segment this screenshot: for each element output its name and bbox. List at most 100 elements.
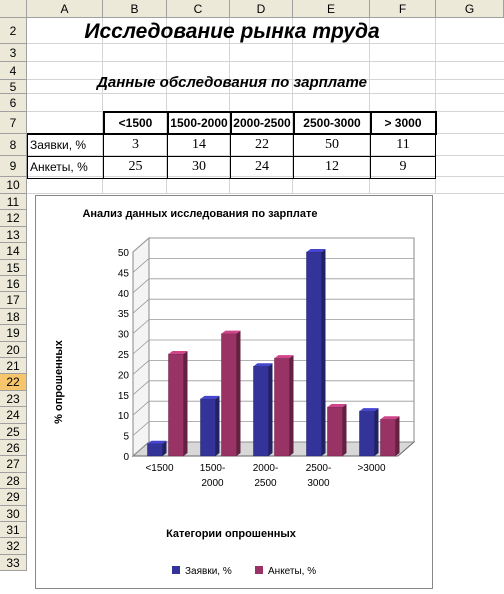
bar-top xyxy=(200,395,220,399)
row-header[interactable]: 30 xyxy=(0,505,27,522)
bar-top xyxy=(359,408,379,412)
x-tick-label: 1500- xyxy=(200,463,226,474)
row-header[interactable]: 25 xyxy=(0,423,27,440)
row-header[interactable]: 15 xyxy=(0,259,27,276)
bar-side xyxy=(321,249,326,456)
row-header[interactable]: 8 xyxy=(0,134,27,156)
value-cell[interactable]: 14 xyxy=(167,133,231,157)
row-header[interactable]: 17 xyxy=(0,292,27,309)
row-header[interactable]: 4 xyxy=(0,62,27,80)
value-cell[interactable]: 9 xyxy=(370,155,436,179)
gridline xyxy=(132,298,414,314)
header-cell[interactable]: <1500 xyxy=(102,111,169,135)
gridline xyxy=(132,319,414,334)
row-header[interactable]: 7 xyxy=(0,112,27,134)
value-cell[interactable]: 3 xyxy=(103,133,168,157)
column-header[interactable]: D xyxy=(230,0,293,18)
row-label[interactable]: Заявки, % xyxy=(27,133,104,157)
row-header[interactable]: 22 xyxy=(0,374,27,391)
bar-side xyxy=(183,351,188,456)
bar-side xyxy=(236,330,241,456)
embedded-chart[interactable]: Анализ данных исследования по зарплате %… xyxy=(35,195,433,589)
x-tick-label: 2500- xyxy=(306,463,332,474)
row-header[interactable]: 32 xyxy=(0,538,27,555)
gridline xyxy=(132,400,414,416)
bar-top xyxy=(327,404,347,408)
row-header[interactable]: 10 xyxy=(0,177,27,194)
y-tick-label: 0 xyxy=(123,452,129,463)
row-header[interactable]: 31 xyxy=(0,522,27,539)
row-header[interactable]: 23 xyxy=(0,390,27,408)
gridline xyxy=(132,278,414,294)
x-tick-label: 3000 xyxy=(307,478,330,489)
header-cell[interactable]: 1500-2000 xyxy=(166,111,232,135)
row-header[interactable]: 2 xyxy=(0,18,27,44)
row-header[interactable]: 14 xyxy=(0,243,27,260)
value-cell[interactable]: 30 xyxy=(167,155,231,179)
grid-line xyxy=(166,18,167,194)
row-header[interactable]: 16 xyxy=(0,276,27,293)
column-header[interactable]: G xyxy=(436,0,504,18)
row-header[interactable]: 13 xyxy=(0,226,27,244)
y-tick-label: 50 xyxy=(118,248,130,259)
grid-line xyxy=(27,61,504,62)
legend-swatch xyxy=(255,566,263,574)
grid-line xyxy=(27,93,504,94)
select-all-corner[interactable] xyxy=(0,0,27,18)
bar xyxy=(253,365,269,457)
chart-title: Анализ данных исследования по зарплате xyxy=(82,208,317,220)
header-cell[interactable]: 2000-2500 xyxy=(229,111,295,135)
header-cell[interactable]: 2500-3000 xyxy=(292,111,372,135)
header-cell[interactable]: > 3000 xyxy=(369,111,437,135)
row-header[interactable]: 18 xyxy=(0,308,27,326)
table-row: Заявки, % 3 14 22 50 11 xyxy=(27,133,436,157)
bar xyxy=(327,406,343,457)
grid-line xyxy=(229,18,230,194)
bar-side xyxy=(215,395,220,456)
gridline xyxy=(132,258,414,273)
row-header[interactable]: 11 xyxy=(0,194,27,211)
bar-side xyxy=(395,416,400,456)
row-header[interactable]: 29 xyxy=(0,489,27,506)
row-header[interactable]: 33 xyxy=(0,554,27,572)
value-cell[interactable]: 24 xyxy=(230,155,294,179)
table-corner-cell[interactable] xyxy=(27,112,104,135)
y-tick-label: 5 xyxy=(123,432,129,443)
value-cell[interactable]: 22 xyxy=(230,133,294,157)
row-header[interactable]: 24 xyxy=(0,407,27,424)
value-cell[interactable]: 25 xyxy=(103,155,168,179)
table-row: Анкеты, % 25 30 24 12 9 xyxy=(27,155,436,179)
row-header[interactable]: 12 xyxy=(0,210,27,227)
bar xyxy=(380,419,396,457)
legend-label: Анкеты, % xyxy=(268,566,316,577)
grid-line xyxy=(369,18,370,194)
column-header[interactable]: C xyxy=(167,0,230,18)
grid-line xyxy=(292,18,293,194)
row-header[interactable]: 9 xyxy=(0,156,27,177)
row-header[interactable]: 6 xyxy=(0,94,27,112)
bar xyxy=(221,333,237,457)
row-header[interactable]: 20 xyxy=(0,341,27,358)
column-header[interactable]: B xyxy=(103,0,167,18)
value-cell[interactable]: 12 xyxy=(293,155,371,179)
column-header[interactable]: E xyxy=(293,0,370,18)
bar-top xyxy=(221,330,241,334)
column-header[interactable]: F xyxy=(370,0,436,18)
value-cell[interactable]: 50 xyxy=(293,133,371,157)
row-header[interactable]: 28 xyxy=(0,472,27,490)
row-header[interactable]: 3 xyxy=(0,44,27,62)
y-tick-label: 45 xyxy=(118,268,130,279)
value-cell[interactable]: 11 xyxy=(370,133,436,157)
row-header[interactable]: 5 xyxy=(0,80,27,94)
chart-canvas: Анализ данных исследования по зарплате %… xyxy=(53,208,416,577)
gridline xyxy=(132,421,414,436)
row-label[interactable]: Анкеты, % xyxy=(27,155,104,179)
x-tick-label: 2000 xyxy=(201,478,224,489)
grid-line xyxy=(27,193,504,194)
row-header[interactable]: 21 xyxy=(0,358,27,375)
row-header[interactable]: 26 xyxy=(0,440,27,457)
row-header[interactable]: 27 xyxy=(0,456,27,473)
row-header[interactable]: 19 xyxy=(0,325,27,342)
column-header[interactable]: A xyxy=(27,0,103,18)
